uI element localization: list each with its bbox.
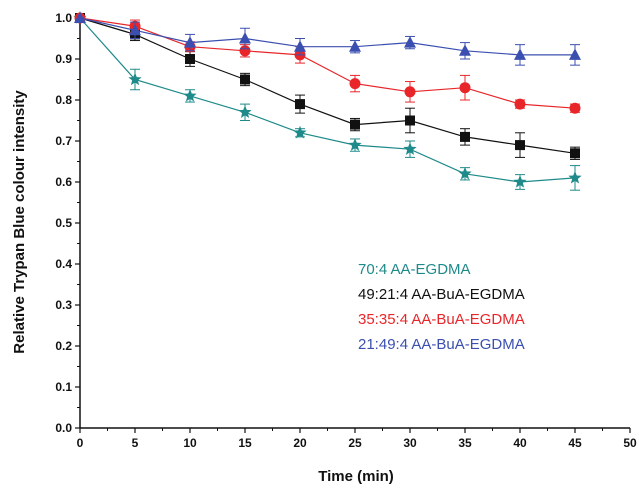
triangle-marker bbox=[349, 40, 361, 52]
square-marker bbox=[295, 99, 305, 110]
star-marker bbox=[513, 175, 527, 188]
x-tick-label: 5 bbox=[132, 436, 139, 450]
y-tick-label: 0.6 bbox=[55, 175, 72, 189]
star-marker bbox=[128, 72, 142, 86]
legend-entry: 21:49:4 AA-BuA-EGDMA bbox=[358, 336, 525, 353]
series-line bbox=[79, 17, 576, 183]
x-tick-labels: 0 5 10 15 20 25 30 35 40 45 50 bbox=[77, 436, 637, 450]
y-tick-label: 1.0 bbox=[55, 11, 72, 25]
circle-marker bbox=[459, 82, 471, 94]
triangle-marker bbox=[239, 32, 251, 44]
triangle-marker bbox=[514, 48, 526, 60]
y-tick-label: 0.0 bbox=[55, 421, 72, 435]
circle-marker bbox=[349, 78, 361, 90]
circle-marker bbox=[569, 102, 581, 114]
square-marker bbox=[405, 115, 415, 126]
star-marker bbox=[238, 105, 252, 118]
y-tick-label: 0.2 bbox=[55, 339, 72, 353]
x-tick-label: 35 bbox=[458, 436, 472, 450]
y-tick-labels: 0.0 0.1 0.2 0.3 0.4 0.5 0.6 0.7 0.8 0.9 1.0 bbox=[55, 11, 72, 435]
circle-marker bbox=[514, 98, 526, 110]
axes bbox=[75, 17, 631, 433]
star-marker bbox=[458, 166, 472, 180]
x-tick-label: 40 bbox=[513, 436, 527, 450]
triangle-marker bbox=[459, 44, 471, 56]
y-tick-label: 0.3 bbox=[55, 298, 72, 312]
triangle-marker bbox=[184, 36, 196, 48]
y-tick-label: 0.4 bbox=[55, 257, 72, 271]
x-tick-label: 10 bbox=[183, 436, 197, 450]
y-tick-label: 0.8 bbox=[55, 93, 72, 107]
y-tick-label: 0.1 bbox=[55, 380, 72, 394]
triangle-marker bbox=[404, 36, 416, 48]
x-tick-label: 45 bbox=[568, 436, 582, 450]
y-tick-label: 0.9 bbox=[55, 52, 72, 66]
y-axis-title: Relative Trypan Blue colour intensity bbox=[11, 90, 28, 354]
x-tick-label: 20 bbox=[293, 436, 307, 450]
legend-entry: 35:35:4 AA-BuA-EGDMA bbox=[358, 311, 525, 328]
series-line bbox=[79, 17, 576, 109]
triangle-marker bbox=[74, 11, 86, 23]
series-4 bbox=[74, 11, 581, 66]
triangle-marker bbox=[569, 48, 581, 60]
square-marker bbox=[460, 131, 470, 142]
series-line bbox=[79, 17, 575, 56]
circle-marker bbox=[239, 45, 251, 57]
x-tick-label: 50 bbox=[623, 436, 637, 450]
triangle-marker bbox=[129, 23, 141, 36]
series-3 bbox=[74, 12, 581, 114]
star-marker bbox=[403, 142, 417, 155]
legend: 70:4 AA-EGDMA 49:21:4 AA-BuA-EGDMA 35:35:4… bbox=[358, 261, 525, 353]
square-marker bbox=[515, 140, 525, 151]
x-tick-label: 30 bbox=[403, 436, 417, 450]
square-marker bbox=[350, 119, 360, 130]
x-tick-label: 0 bbox=[77, 436, 84, 450]
square-marker bbox=[240, 74, 250, 85]
legend-entry: 49:21:4 AA-BuA-EGDMA bbox=[358, 286, 525, 303]
x-tick-label: 25 bbox=[348, 436, 362, 450]
y-tick-label: 0.5 bbox=[55, 216, 72, 230]
x-tick-label: 15 bbox=[238, 436, 252, 450]
series-2 bbox=[75, 13, 580, 160]
x-axis-title: Time (min) bbox=[318, 468, 394, 485]
plot-area bbox=[73, 11, 582, 191]
y-tick-label: 0.7 bbox=[55, 134, 72, 148]
series-line bbox=[79, 17, 576, 154]
legend-entry: 70:4 AA-EGDMA bbox=[358, 261, 471, 278]
star-marker bbox=[348, 138, 362, 151]
square-marker bbox=[570, 148, 580, 159]
triangle-marker bbox=[294, 40, 306, 52]
star-marker bbox=[568, 170, 582, 184]
circle-marker bbox=[404, 86, 416, 98]
star-marker bbox=[183, 88, 197, 102]
star-marker bbox=[293, 125, 307, 139]
series-1 bbox=[73, 11, 582, 191]
square-marker bbox=[185, 54, 195, 64]
